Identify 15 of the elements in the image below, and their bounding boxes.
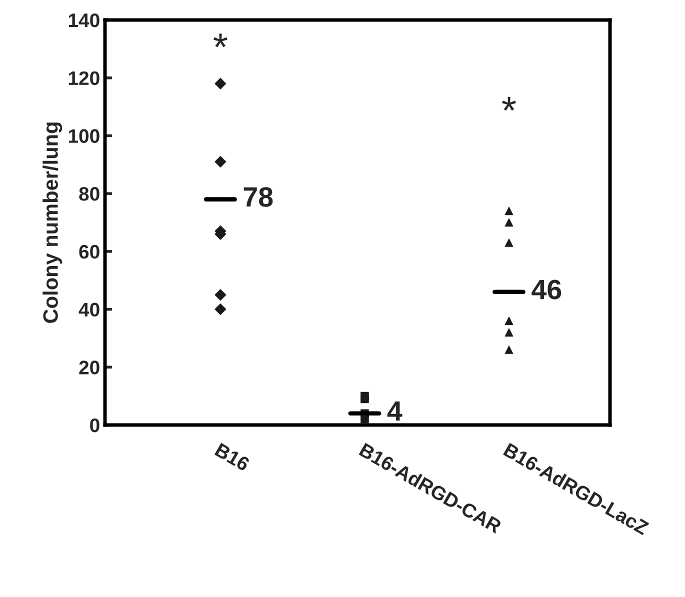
annotation: * [502, 97, 516, 111]
y-tick-label: 100 [68, 129, 100, 143]
y-tick-label: 140 [68, 13, 100, 28]
y-tick-label: 60 [79, 244, 100, 259]
y-tick-label: 0 [90, 418, 100, 432]
y-tick-label: 40 [78, 302, 100, 317]
y-tick-label: 120 [68, 71, 100, 86]
text: 46 [532, 280, 562, 300]
y-tick-label: 20 [79, 360, 100, 374]
text: 4 [387, 402, 402, 421]
text: 78 [244, 187, 273, 207]
x-tick-label: B16 [214, 442, 250, 472]
y-tick-label: 80 [79, 187, 100, 201]
annotation: * [213, 34, 228, 48]
y-axis-title: Colony number/lung [42, 122, 62, 323]
